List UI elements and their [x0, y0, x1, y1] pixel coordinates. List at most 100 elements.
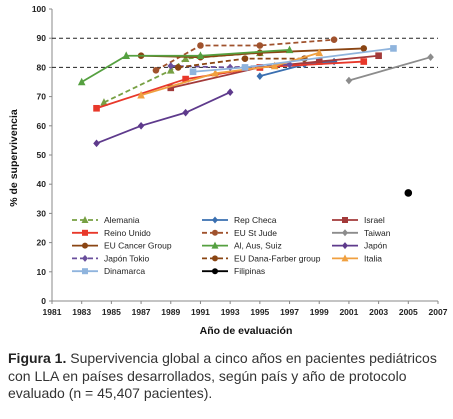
data-point [166, 66, 175, 74]
data-point [285, 45, 294, 54]
data-point [137, 122, 145, 130]
data-point [345, 76, 353, 85]
x-tick-label: 2003 [369, 307, 388, 317]
series-line [348, 56, 431, 82]
data-point [152, 67, 160, 74]
x-tick-label: 1985 [102, 307, 121, 317]
data-point [330, 36, 338, 43]
legend-item-japon-tokio: Japón Tokio [72, 253, 149, 263]
legend-label: Rep Checa [234, 215, 277, 225]
data-point [182, 75, 189, 83]
legend-swatch-marker [211, 241, 219, 249]
data-point [167, 62, 175, 70]
data-point [375, 52, 382, 60]
y-tick-label: 50 [37, 150, 47, 160]
series-taiwan [345, 53, 434, 85]
data-point [360, 45, 368, 52]
legend-label: Taiwan [364, 228, 391, 238]
data-point [270, 61, 279, 70]
y-tick-label: 60 [37, 121, 47, 131]
x-tick-label: 2005 [399, 307, 418, 317]
legend-swatch-marker [342, 242, 348, 250]
legend-label: Al, Aus, Suiz [234, 241, 282, 251]
x-tick-label: 1989 [161, 307, 180, 317]
data-point [241, 64, 249, 71]
legend-item-italia: Italia [332, 253, 382, 263]
figure-caption-text: Supervivencia global a cinco años en pac… [8, 350, 437, 401]
x-tick-label: 1993 [221, 307, 240, 317]
series-line [96, 91, 231, 145]
figure-caption-label: Figura 1. [8, 350, 67, 366]
series-filipinas [404, 189, 413, 197]
data-point [226, 88, 234, 97]
y-tick-label: 10 [37, 267, 47, 277]
series-layer [77, 36, 434, 197]
data-point [167, 84, 175, 92]
legend-swatch-marker [342, 229, 348, 237]
data-point [122, 51, 131, 60]
legend-swatch-marker [82, 242, 88, 249]
legend-item-al-aus-suiz: Al, Aus, Suiz [202, 241, 282, 251]
x-axis-title: Año de evaluación [200, 325, 293, 337]
y-tick-label: 20 [37, 238, 47, 248]
x-tick-label: 1999 [310, 307, 329, 317]
data-point [77, 77, 86, 86]
legend-swatch-marker [212, 255, 218, 262]
series-line [155, 38, 335, 72]
legend-label: Alemania [104, 215, 140, 225]
data-point [93, 139, 100, 148]
y-tick-label: 40 [37, 179, 47, 189]
figure-caption: Figura 1. Supervivencia global a cinco a… [8, 350, 448, 403]
data-point [182, 108, 189, 117]
data-point [100, 98, 108, 106]
series-japon [93, 88, 234, 148]
legend-swatch-marker [212, 229, 218, 236]
legend: Alemania Rep Checa Israel Reino Unido EU St … [72, 215, 391, 276]
data-point [256, 42, 264, 49]
legend-item-eu-dana-farber-group: EU Dana-Farber group [202, 253, 321, 263]
series-al-aus-suiz [77, 45, 294, 86]
data-point [360, 58, 368, 65]
data-point [181, 54, 190, 62]
data-point [427, 53, 434, 61]
legend-label: EU Cancer Group [104, 241, 172, 251]
legend-swatch-marker [341, 254, 349, 262]
legend-item-taiwan: Taiwan [332, 228, 391, 238]
legend-label: EU St Jude [234, 228, 277, 238]
data-point [137, 90, 145, 99]
x-tick-label: 1995 [250, 307, 269, 317]
x-tick-label: 1991 [191, 307, 210, 317]
y-tick-label: 0 [41, 296, 46, 306]
data-point [174, 64, 182, 71]
y-axis-title: % de supervivencia [8, 109, 20, 207]
legend-label: Filipinas [234, 266, 265, 276]
x-tick-label: 1983 [72, 307, 91, 317]
y-tick-label: 90 [37, 33, 47, 43]
y-axis-ticks: 0 10 20 30 40 50 60 70 80 90 100 [32, 4, 52, 306]
legend-item-rep-checa: Rep Checa [202, 215, 277, 225]
legend-swatch-marker [212, 268, 218, 275]
series-dinamarca [189, 45, 397, 76]
x-axis-ticks: 1981 1983 1985 1987 1989 1991 1993 1995 1997 1999… [43, 301, 448, 317]
legend-item-reino-unido: Reino Unido [72, 228, 151, 238]
legend-label: EU Dana-Farber group [234, 253, 321, 263]
series-line [81, 48, 290, 83]
data-point [256, 72, 264, 80]
legend-swatch-marker [342, 217, 348, 223]
data-point [315, 58, 323, 65]
x-tick-label: 1987 [132, 307, 151, 317]
legend-item-filipinas: Filipinas [202, 266, 265, 276]
legend-swatch-marker [81, 216, 89, 223]
data-point [196, 51, 205, 60]
legend-item-eu-st-jude: EU St Jude [202, 228, 277, 238]
legend-item-alemania: Alemania [72, 215, 140, 225]
legend-label: Japón [364, 241, 387, 251]
data-point [315, 48, 324, 57]
legend-label: Italia [364, 253, 382, 263]
legend-label: Israel [364, 215, 385, 225]
x-tick-label: 2001 [339, 307, 358, 317]
data-point [404, 189, 413, 197]
legend-item-eu-cancer-group: EU Cancer Group [72, 241, 172, 251]
y-tick-label: 30 [37, 208, 47, 218]
